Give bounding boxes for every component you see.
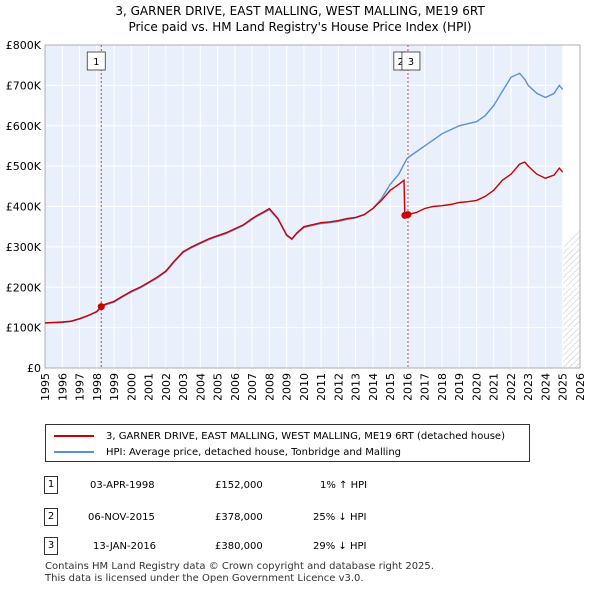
transaction-price: £152,000 — [215, 480, 263, 491]
x-tick-label: 1999 — [108, 373, 121, 400]
marker-box-label: 2 — [398, 57, 404, 68]
x-tick-label: 2005 — [212, 373, 225, 400]
y-tick-label: £200K — [6, 281, 42, 294]
footer-license: This data is licensed under the Open Gov… — [45, 573, 364, 584]
x-tick-label: 2003 — [177, 373, 190, 400]
marker-box-label: 1 — [93, 57, 99, 68]
projection-hatch — [581, 45, 600, 368]
transaction-number: 1 — [44, 476, 58, 494]
transaction-hpi: 25% ↓ HPI — [313, 512, 367, 523]
chart-subtitle: Price paid vs. HM Land Registry's House … — [128, 20, 472, 34]
marker-box-label: 3 — [408, 57, 414, 68]
y-tick-label: £400K — [6, 201, 42, 214]
x-tick-label: 2015 — [384, 373, 397, 400]
transaction-hpi: 29% ↓ HPI — [313, 541, 367, 552]
x-tick-label: 2008 — [263, 373, 276, 400]
x-tick-label: 2017 — [419, 373, 432, 400]
x-tick-label: 2006 — [229, 373, 242, 400]
y-tick-label: £300K — [6, 241, 42, 254]
x-tick-label: 2022 — [505, 373, 518, 400]
price-line — [44, 161, 564, 324]
x-tick-label: 2013 — [350, 373, 363, 400]
footer-copyright: Contains HM Land Registry data © Crown c… — [45, 561, 434, 572]
projection-hatch — [562, 308, 581, 327]
x-tick-label: 2002 — [160, 373, 173, 400]
x-tick-label: 2000 — [125, 373, 138, 400]
y-tick-label: £700K — [6, 79, 42, 92]
transaction-date: 03-APR-1998 — [90, 480, 155, 491]
sale-point — [404, 211, 412, 219]
transaction-date: 13-JAN-2016 — [93, 541, 157, 552]
legend-label-hpi: HPI: Average price, detached house, Tonb… — [106, 446, 402, 458]
x-tick-label: 2020 — [470, 373, 483, 400]
transaction-row: 1 03-APR-1998 £152,000 1% ↑ HPI — [0, 476, 600, 496]
x-tick-label: 2010 — [298, 373, 311, 400]
x-tick-label: 2012 — [332, 373, 345, 400]
x-tick-label: 2024 — [539, 373, 552, 400]
y-tick-label: £800K — [6, 39, 42, 52]
x-tick-label: 2001 — [143, 373, 156, 400]
transaction-price: £380,000 — [215, 541, 263, 552]
x-tick-label: 2007 — [246, 373, 259, 400]
x-tick-label: 2021 — [488, 373, 501, 400]
x-tick-label: 2018 — [436, 373, 449, 400]
transaction-number: 2 — [44, 508, 58, 526]
x-tick-label: 2009 — [281, 373, 294, 400]
y-tick-label: £500K — [6, 160, 42, 173]
y-tick-label: £0 — [27, 362, 41, 375]
plot-border — [44, 44, 581, 369]
marker-box — [401, 51, 421, 71]
transaction-row: 2 06-NOV-2015 £378,000 25% ↓ HPI — [0, 508, 600, 528]
x-tick-label: 2014 — [367, 373, 380, 400]
transaction-hpi: 1% ↑ HPI — [320, 480, 368, 491]
transaction-row: 3 13-JAN-2016 £380,000 29% ↓ HPI — [0, 537, 600, 557]
y-tick-label: £600K — [6, 120, 42, 133]
legend-item-hpi: HPI: Average price, detached house, Tonb… — [54, 445, 401, 459]
projection-hatch — [593, 45, 600, 368]
projection-hatch — [587, 45, 600, 368]
x-tick-label: 1995 — [39, 373, 52, 400]
transaction-date: 06-NOV-2015 — [88, 512, 155, 523]
legend-swatch-hpi — [54, 451, 94, 453]
x-tick-label: 2023 — [522, 373, 535, 400]
x-tick-label: 2016 — [401, 373, 414, 400]
projection-hatch — [562, 302, 581, 321]
x-tick-label: 2026 — [574, 373, 587, 400]
legend: 3, GARNER DRIVE, EAST MALLING, WEST MALL… — [45, 424, 530, 462]
chart-title: 3, GARNER DRIVE, EAST MALLING, WEST MALL… — [115, 4, 485, 18]
price-chart: £0 £100K £200K £300K £400K £500K £600K £700K £80… — [6, 39, 600, 400]
legend-swatch-price — [54, 435, 94, 437]
sale-point — [97, 303, 105, 311]
x-tick-label: 1997 — [74, 373, 87, 400]
x-tick-label: 2004 — [194, 373, 207, 400]
y-tick-label: £100K — [6, 322, 42, 335]
x-tick-label: 2019 — [453, 373, 466, 400]
x-tick-label: 2011 — [315, 373, 328, 400]
x-tick-label: 1998 — [91, 373, 104, 400]
transaction-price: £378,000 — [215, 512, 263, 523]
legend-label-price: 3, GARNER DRIVE, EAST MALLING, WEST MALL… — [106, 430, 505, 442]
x-tick-label: 2025 — [557, 373, 570, 400]
transaction-number: 3 — [44, 537, 58, 555]
marker-box — [86, 51, 106, 71]
x-tick-label: 1996 — [56, 373, 69, 400]
legend-item-price: 3, GARNER DRIVE, EAST MALLING, WEST MALL… — [54, 429, 505, 443]
